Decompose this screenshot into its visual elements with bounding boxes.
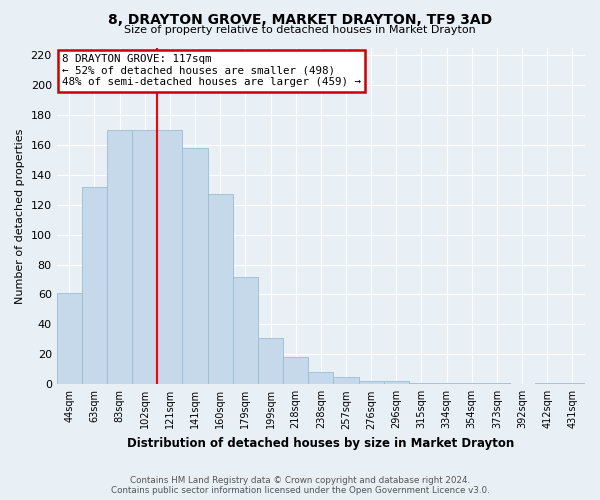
Y-axis label: Number of detached properties: Number of detached properties (15, 128, 25, 304)
Bar (182, 148, 208, 384)
Text: Contains HM Land Registry data © Crown copyright and database right 2024.
Contai: Contains HM Land Registry data © Crown c… (110, 476, 490, 495)
Text: 8 DRAYTON GROVE: 117sqm
← 52% of detached houses are smaller (498)
48% of semi-d: 8 DRAYTON GROVE: 117sqm ← 52% of detache… (62, 54, 361, 88)
Bar (484, 383, 509, 384)
Bar (233, 276, 258, 384)
Bar (334, 377, 359, 384)
Bar (132, 130, 157, 384)
Bar (107, 130, 132, 384)
Bar (283, 358, 308, 384)
Bar (308, 372, 334, 384)
Bar (258, 338, 283, 384)
Bar (359, 382, 384, 384)
Bar (434, 383, 459, 384)
Text: Size of property relative to detached houses in Market Drayton: Size of property relative to detached ho… (124, 25, 476, 35)
Bar (82, 186, 107, 384)
Bar (208, 194, 233, 384)
Bar (56, 293, 82, 384)
Bar (560, 383, 585, 384)
Bar (459, 383, 484, 384)
Bar (384, 382, 409, 384)
Text: 8, DRAYTON GROVE, MARKET DRAYTON, TF9 3AD: 8, DRAYTON GROVE, MARKET DRAYTON, TF9 3A… (108, 12, 492, 26)
Bar (157, 130, 182, 384)
Bar (535, 383, 560, 384)
X-axis label: Distribution of detached houses by size in Market Drayton: Distribution of detached houses by size … (127, 437, 514, 450)
Bar (409, 383, 434, 384)
